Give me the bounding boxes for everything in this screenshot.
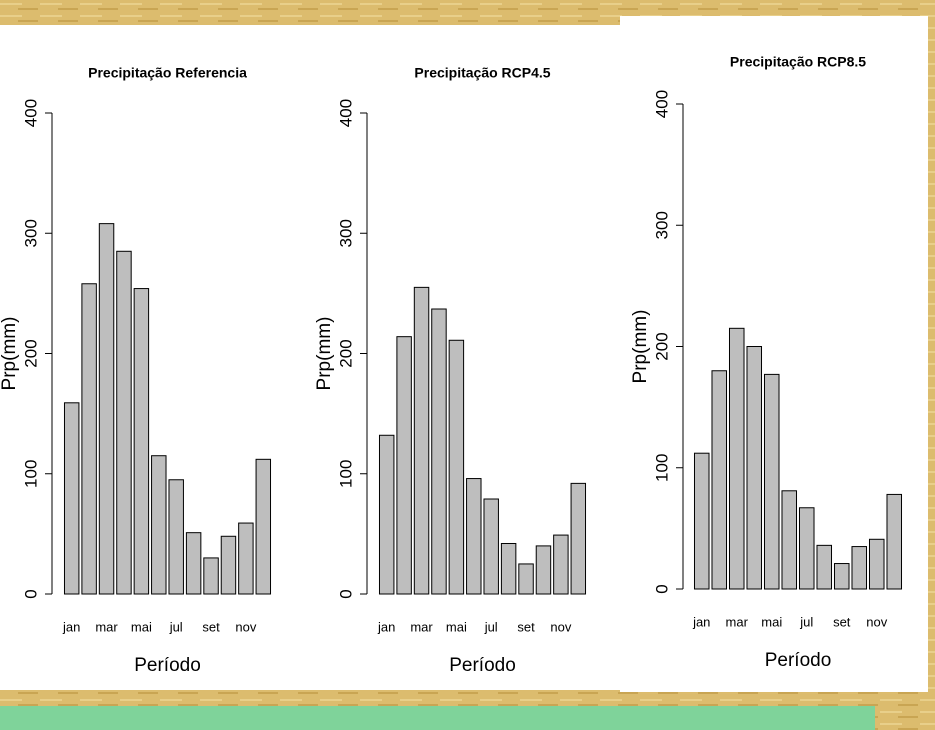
x-axis-label: Período <box>134 655 201 676</box>
bar <box>851 546 868 590</box>
y-tick-label: 100 <box>21 460 40 488</box>
y-tick-label: 0 <box>652 584 671 593</box>
bar <box>711 370 728 590</box>
y-tick-label: 200 <box>652 332 671 360</box>
y-tick-label: 100 <box>336 460 355 488</box>
bar <box>886 493 903 590</box>
bar <box>431 308 447 595</box>
x-tick-label: set <box>202 619 220 634</box>
bar <box>413 286 430 595</box>
chart-title: Precipitação RCP4.5 <box>414 65 550 81</box>
x-tick-label: mar <box>410 619 433 634</box>
bar <box>98 223 115 595</box>
y-tick-label: 300 <box>336 219 355 247</box>
bar <box>448 339 465 595</box>
x-tick-label: jan <box>377 619 395 634</box>
y-tick-label: 400 <box>652 90 671 118</box>
bar <box>81 283 97 595</box>
x-tick-label: mar <box>726 614 749 629</box>
bar <box>798 507 815 590</box>
chart-title: Precipitação Referencia <box>88 65 247 81</box>
x-tick-label: jan <box>692 614 710 629</box>
bar <box>535 545 552 595</box>
y-tick-label: 400 <box>21 99 40 127</box>
bar <box>203 557 219 595</box>
y-axis-label: Prp(mm) <box>314 317 335 391</box>
y-tick-label: 200 <box>336 339 355 367</box>
bar <box>693 452 710 590</box>
bar <box>220 535 237 595</box>
x-tick-label: nov <box>550 619 571 634</box>
x-tick-label: jan <box>62 619 80 634</box>
bar <box>133 288 150 595</box>
y-tick-label: 100 <box>652 454 671 482</box>
y-tick-label: 0 <box>21 589 40 598</box>
x-tick-label: mar <box>95 619 118 634</box>
y-tick-label: 200 <box>21 339 40 367</box>
x-tick-label: nov <box>235 619 256 634</box>
y-tick-label: 300 <box>652 211 671 239</box>
bar <box>63 402 80 595</box>
x-tick-label: mai <box>131 619 152 634</box>
y-tick-label: 400 <box>336 99 355 127</box>
bar <box>500 542 517 595</box>
x-tick-label: mai <box>761 614 782 629</box>
bar <box>116 250 132 595</box>
bar <box>518 563 534 595</box>
bar <box>168 479 184 595</box>
bar <box>781 490 798 590</box>
bar <box>483 498 499 595</box>
bar <box>151 455 167 595</box>
bar <box>255 458 272 595</box>
y-axis-label: Prp(mm) <box>0 317 20 391</box>
bar <box>570 482 587 595</box>
bar <box>185 532 202 595</box>
x-tick-label: jul <box>169 619 183 634</box>
bar <box>746 346 763 590</box>
y-tick-label: 300 <box>21 219 40 247</box>
x-tick-label: jul <box>484 619 498 634</box>
x-tick-label: nov <box>866 614 887 629</box>
green-bar <box>0 706 875 730</box>
x-tick-label: mai <box>446 619 467 634</box>
x-tick-label: set <box>517 619 535 634</box>
x-tick-label: jul <box>799 614 813 629</box>
bar <box>763 373 780 590</box>
y-tick-label: 0 <box>336 589 355 598</box>
bar <box>553 534 569 595</box>
x-axis-label: Período <box>449 655 516 676</box>
bar <box>868 538 885 590</box>
x-tick-label: set <box>833 614 851 629</box>
bar <box>728 327 745 590</box>
bar <box>816 544 833 590</box>
bar <box>238 522 254 595</box>
y-axis-label: Prp(mm) <box>630 310 651 384</box>
bar <box>396 336 412 595</box>
x-axis-label: Período <box>765 650 832 671</box>
chart-title: Precipitação RCP8.5 <box>730 54 866 70</box>
bar <box>466 478 482 595</box>
bar <box>378 434 395 595</box>
bar <box>833 563 850 590</box>
